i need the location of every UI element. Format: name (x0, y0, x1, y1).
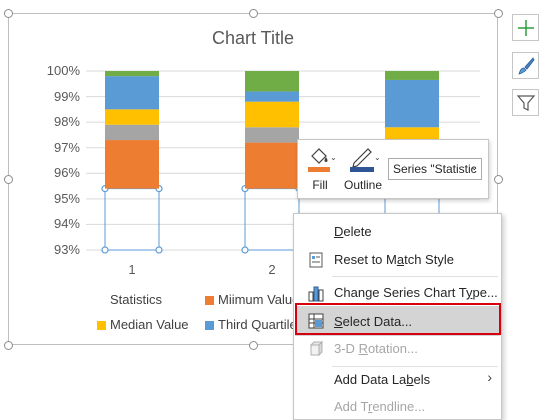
menu-item-delete[interactable]: Delete (295, 218, 500, 245)
chevron-right-icon: › (487, 369, 492, 385)
bar-segment-series-5-cat-1[interactable] (105, 71, 159, 77)
svg-text:⌄: ⌄ (374, 153, 381, 162)
bar-segment-series-2-cat-1[interactable] (105, 124, 159, 141)
menu-label-part: Add T (334, 399, 368, 414)
bar-segment-series-3-cat-3[interactable] (385, 127, 439, 141)
menu-label-part: Change Series Chart T (334, 285, 466, 300)
brush-icon (517, 56, 534, 75)
chart-title[interactable]: Chart Title (211, 28, 295, 48)
series-select-value: Series "Statistic (393, 162, 477, 176)
y-tick-label: 93% (53, 242, 80, 257)
cube-icon (309, 340, 324, 357)
menu-label-accel: r (367, 399, 373, 414)
context-menu: Delete Reset to Match Style Change Serie… (293, 213, 502, 420)
menu-label-part: endline... (372, 399, 426, 414)
legend-item-third-quartile[interactable]: Third Quartile (218, 317, 297, 332)
bar-segment-series-4-cat-2[interactable] (245, 91, 299, 102)
chart-styles-button[interactable] (512, 52, 539, 79)
mini-toolbar: ⌄ Fill ⌄ Outline Series "Statistic ⌄ (297, 139, 489, 199)
series-select[interactable]: Series "Statistic ⌄ (388, 158, 482, 180)
outline-button[interactable]: ⌄ Outline (342, 144, 384, 194)
reset-style-icon (309, 252, 323, 268)
menu-label-part: otation... (367, 341, 418, 356)
resize-handle-left[interactable] (4, 175, 13, 184)
menu-separator (332, 276, 498, 277)
y-tick-label: 95% (53, 190, 80, 206)
menu-label-accel: S (334, 314, 343, 329)
menu-label-accel: y (466, 285, 473, 300)
legend-swatch-minimum (205, 296, 214, 305)
legend-swatch-third-quartile (205, 321, 214, 330)
resize-handle-top[interactable] (249, 9, 258, 18)
y-tick-label: 94% (53, 216, 80, 232)
x-tick-label: 1 (128, 262, 136, 277)
bar-segment-series-0-cat-2[interactable] (244, 188, 300, 251)
menu-label-accel: R (358, 341, 368, 356)
pen-icon: ⌄ (350, 148, 381, 172)
menu-label-part: elect Data... (342, 314, 413, 329)
y-tick-label: 99% (53, 88, 80, 104)
outline-label: Outline (343, 178, 383, 192)
y-tick-label: 100% (46, 63, 80, 78)
menu-label-accel: D (334, 224, 344, 239)
legend-item-median[interactable]: Median Value (110, 317, 189, 332)
bar-segment-series-0-cat-1[interactable] (104, 188, 160, 251)
select-data-icon (308, 313, 324, 329)
x-tick-label: 2 (268, 262, 276, 277)
plus-icon (517, 19, 534, 36)
menu-label-part: pe... (472, 285, 498, 300)
menu-item-change-chart-type[interactable]: Change Series Chart Type... (295, 279, 500, 306)
menu-item-3d-rotation: 3-D Rotation... (295, 335, 500, 362)
resize-handle-bottom[interactable] (249, 341, 258, 350)
chart-elements-button[interactable] (512, 14, 539, 41)
menu-label-part: 3-D (334, 341, 359, 356)
selection-handle[interactable] (241, 246, 249, 254)
chart-filters-button[interactable] (512, 89, 539, 116)
fill-button[interactable]: ⌄ Fill (302, 144, 338, 194)
menu-label-part: Reset to M (334, 252, 397, 267)
resize-handle-right[interactable] (494, 175, 503, 184)
fill-label: Fill (312, 178, 328, 192)
resize-handle-top-left[interactable] (4, 9, 13, 18)
bar-segment-series-3-cat-2[interactable] (245, 101, 299, 128)
bar-segment-series-4-cat-1[interactable] (105, 76, 159, 110)
bar-segment-series-1-cat-2[interactable] (245, 142, 299, 189)
y-tick-label: 97% (53, 139, 80, 155)
menu-label-part: els (413, 372, 431, 387)
menu-item-reset-style[interactable]: Reset to Match Style (295, 246, 500, 273)
bar-segment-series-1-cat-1[interactable] (105, 140, 159, 189)
legend-item-minimum[interactable]: Miimum Value (218, 292, 300, 307)
bar-chart-icon (308, 286, 324, 302)
bar-segment-series-3-cat-1[interactable] (105, 109, 159, 125)
bar-segment-series-5-cat-2[interactable] (245, 71, 299, 92)
menu-separator (332, 366, 498, 367)
select-data-highlight-box (295, 303, 501, 335)
menu-label-part: tch Style (404, 252, 454, 267)
bar-segment-series-5-cat-3[interactable] (385, 71, 439, 80)
bar-segment-series-4-cat-3[interactable] (385, 79, 439, 128)
selection-handle[interactable] (155, 246, 163, 254)
menu-label-part: Add Data La (334, 372, 407, 387)
paint-bucket-icon: ⌄ (308, 148, 337, 172)
menu-item-select-data[interactable]: Select Data... (295, 306, 500, 336)
legend-item-statistics[interactable]: Statistics (110, 292, 163, 307)
menu-label-part: elete (343, 224, 372, 239)
selection-handle[interactable] (101, 246, 109, 254)
legend-swatch-median (97, 321, 106, 330)
menu-label-accel: b (406, 372, 414, 387)
menu-item-add-trendline: Add Trendline... (295, 393, 500, 420)
bar-segment-series-2-cat-2[interactable] (245, 127, 299, 143)
svg-text:⌄: ⌄ (330, 153, 337, 162)
menu-label-accel: a (396, 252, 405, 267)
resize-handle-bottom-left[interactable] (4, 341, 13, 350)
y-tick-label: 98% (53, 114, 80, 130)
chevron-down-icon: ⌄ (470, 162, 478, 172)
menu-item-add-data-labels[interactable]: Add Data Labels › (295, 366, 500, 393)
resize-handle-top-right[interactable] (494, 9, 503, 18)
y-tick-label: 96% (53, 165, 80, 181)
funnel-icon (516, 94, 535, 111)
